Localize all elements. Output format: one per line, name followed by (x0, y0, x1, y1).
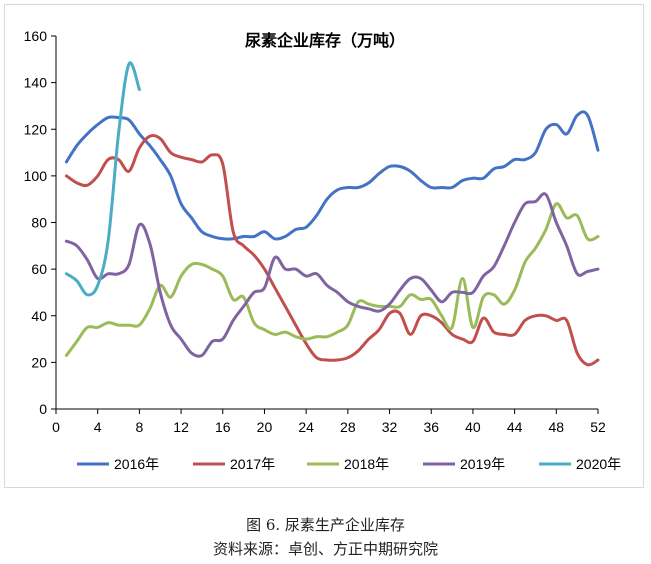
plot-lines (64, 61, 600, 367)
y-tick-label: 120 (24, 121, 48, 137)
y-tick-label: 40 (31, 308, 47, 324)
y-tick-label: 0 (39, 401, 47, 417)
legend: 2016年 2017年 2018年 2019年 2020年 (77, 456, 621, 472)
x-tick-label: 40 (465, 419, 481, 435)
x-tick-label: 8 (135, 419, 143, 435)
series-line-4 (64, 192, 600, 358)
x-tick-label: 52 (590, 419, 606, 435)
x-tick-label: 36 (423, 419, 439, 435)
y-tick-label: 20 (31, 354, 47, 370)
x-tick-label: 0 (52, 419, 60, 435)
chart-title: 尿素企业库存（万吨） (245, 31, 405, 50)
series-line-2 (64, 134, 600, 367)
x-tick-label: 16 (215, 419, 231, 435)
x-tick-label: 24 (298, 419, 314, 435)
y-tick-label: 140 (24, 75, 48, 91)
x-tick-label: 44 (507, 419, 523, 435)
x-tick-label: 28 (340, 419, 356, 435)
legend-label-3: 2018年 (344, 456, 389, 472)
y-tick-label: 80 (31, 215, 47, 231)
series-line-1 (64, 110, 600, 241)
series-line-5 (64, 61, 141, 297)
legend-label-1: 2016年 (114, 456, 159, 472)
legend-label-2: 2017年 (230, 456, 275, 472)
x-tick-label: 12 (173, 419, 189, 435)
x-tick-label: 20 (257, 419, 273, 435)
x-tick-label: 32 (382, 419, 398, 435)
series-line-3 (64, 202, 600, 357)
x-tick-label: 48 (549, 419, 565, 435)
source-caption: 资料来源：卓创、方正中期研究院 (212, 540, 438, 558)
figure-caption: 图 6. 尿素生产企业库存 (246, 516, 405, 534)
legend-label-5: 2020年 (576, 456, 621, 472)
y-tick-label: 100 (24, 168, 48, 184)
y-tick-label: 160 (24, 28, 48, 44)
x-tick-label: 4 (94, 419, 102, 435)
chart-frame: 尿素企业库存（万吨） 0 20 40 60 80 100 120 140 160 0 4 8 12 16 2… (4, 4, 644, 488)
y-tick-label: 60 (31, 261, 47, 277)
legend-label-4: 2019年 (460, 456, 505, 472)
